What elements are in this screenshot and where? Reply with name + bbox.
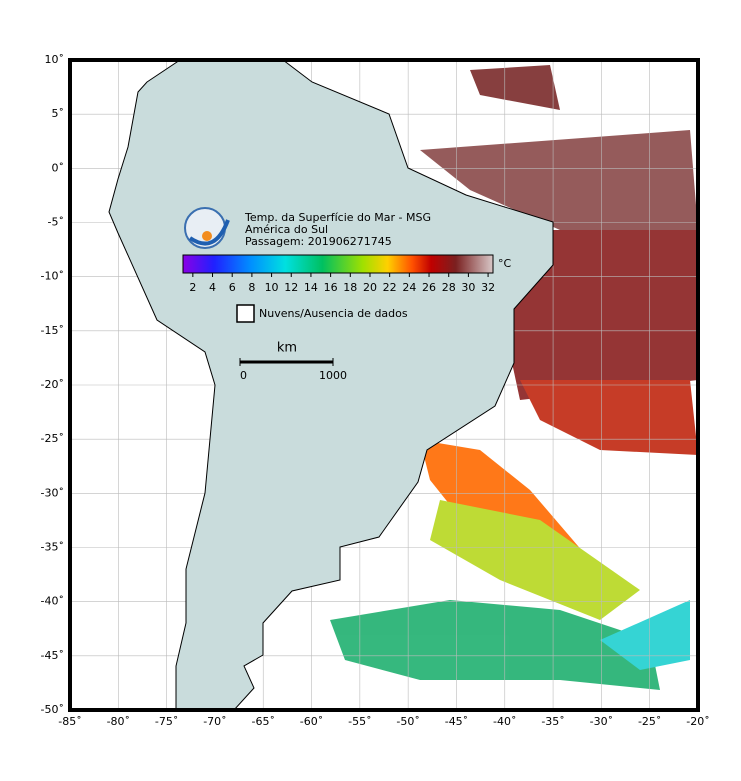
colorbar — [182, 254, 494, 274]
lon-tick-label: -50˚ — [396, 715, 419, 728]
lat-tick-label: -25˚ — [41, 432, 64, 445]
colorbar-tick-label: 24 — [402, 281, 416, 294]
lat-tick-label: -50˚ — [41, 703, 64, 716]
lon-tick-label: -60˚ — [300, 715, 323, 728]
lat-tick-label: -10˚ — [41, 270, 64, 283]
colorbar-tick-label: 32 — [481, 281, 495, 294]
no-data-label: Nuvens/Ausencia de dados — [259, 307, 408, 320]
lat-tick-label: -30˚ — [41, 486, 64, 499]
colorbar-tick-label: 6 — [229, 281, 236, 294]
scale-tick-label: 1000 — [319, 369, 347, 382]
lon-tick-label: -30˚ — [590, 715, 613, 728]
sst-patch — [330, 600, 660, 690]
lon-tick-label: -35˚ — [541, 715, 564, 728]
colorbar-tick-label: 12 — [284, 281, 298, 294]
sst-patch — [600, 600, 690, 670]
sst-patch — [430, 500, 640, 620]
scale-bar: 0 1000 — [239, 358, 347, 382]
legend-pass: Passagem: 201906271745 — [245, 235, 392, 248]
lat-tick-label: 10˚ — [45, 53, 65, 66]
scale-tick-label: 0 — [240, 369, 247, 382]
lon-tick-label: -80˚ — [107, 715, 130, 728]
colorbar-tick-label: 14 — [304, 281, 318, 294]
lon-tick-label: -40˚ — [493, 715, 516, 728]
lat-tick-label: -45˚ — [41, 649, 64, 662]
colorbar-tick-label: 26 — [422, 281, 436, 294]
lat-tick-label: -15˚ — [41, 324, 64, 337]
colorbar-unit: °C — [498, 257, 512, 270]
colorbar-tick-label: 16 — [324, 281, 338, 294]
sst-patches — [330, 65, 698, 690]
lon-tick-label: -20˚ — [686, 715, 709, 728]
inpe-logo — [184, 207, 230, 249]
map-body — [70, 60, 698, 710]
lon-tick-label: -85˚ — [58, 715, 81, 728]
lat-tick-label: -40˚ — [41, 595, 64, 608]
colorbar-tick-label: 10 — [265, 281, 279, 294]
colorbar-tick-label: 22 — [383, 281, 397, 294]
lon-tick-label: -45˚ — [445, 715, 468, 728]
colorbar-tick-label: 20 — [363, 281, 377, 294]
lat-tick-label: 0˚ — [52, 161, 65, 174]
lon-tick-label: -55˚ — [348, 715, 371, 728]
colorbar-tick-label: 8 — [248, 281, 255, 294]
logo-dot — [202, 231, 212, 241]
lon-tick-label: -70˚ — [203, 715, 226, 728]
colorbar-tick-label: 2 — [189, 281, 196, 294]
sst-patch — [420, 130, 698, 230]
lon-tick-label: -75˚ — [155, 715, 178, 728]
no-data-swatch — [236, 304, 255, 323]
lon-tick-label: -25˚ — [638, 715, 661, 728]
colorbar-tick-label: 28 — [442, 281, 456, 294]
legend-title: Temp. da Superfície do Mar - MSG — [244, 211, 431, 224]
lat-tick-label: -20˚ — [41, 378, 64, 391]
legend-subtitle: América do Sul — [245, 223, 328, 236]
map-frame — [68, 58, 700, 712]
colorbar-tick-label: 30 — [461, 281, 475, 294]
colorbar-tick-label: 18 — [343, 281, 357, 294]
logo-swoosh — [188, 219, 230, 246]
lat-tick-label: -35˚ — [41, 541, 64, 554]
lat-tick-label: 5˚ — [52, 107, 65, 120]
sst-patch — [470, 65, 560, 110]
lon-tick-label: -65˚ — [251, 715, 274, 728]
lat-tick-label: -5˚ — [48, 216, 64, 229]
sst-patch — [520, 380, 698, 455]
colorbar-tick-label: 4 — [209, 281, 216, 294]
scale-unit: km — [277, 341, 297, 356]
